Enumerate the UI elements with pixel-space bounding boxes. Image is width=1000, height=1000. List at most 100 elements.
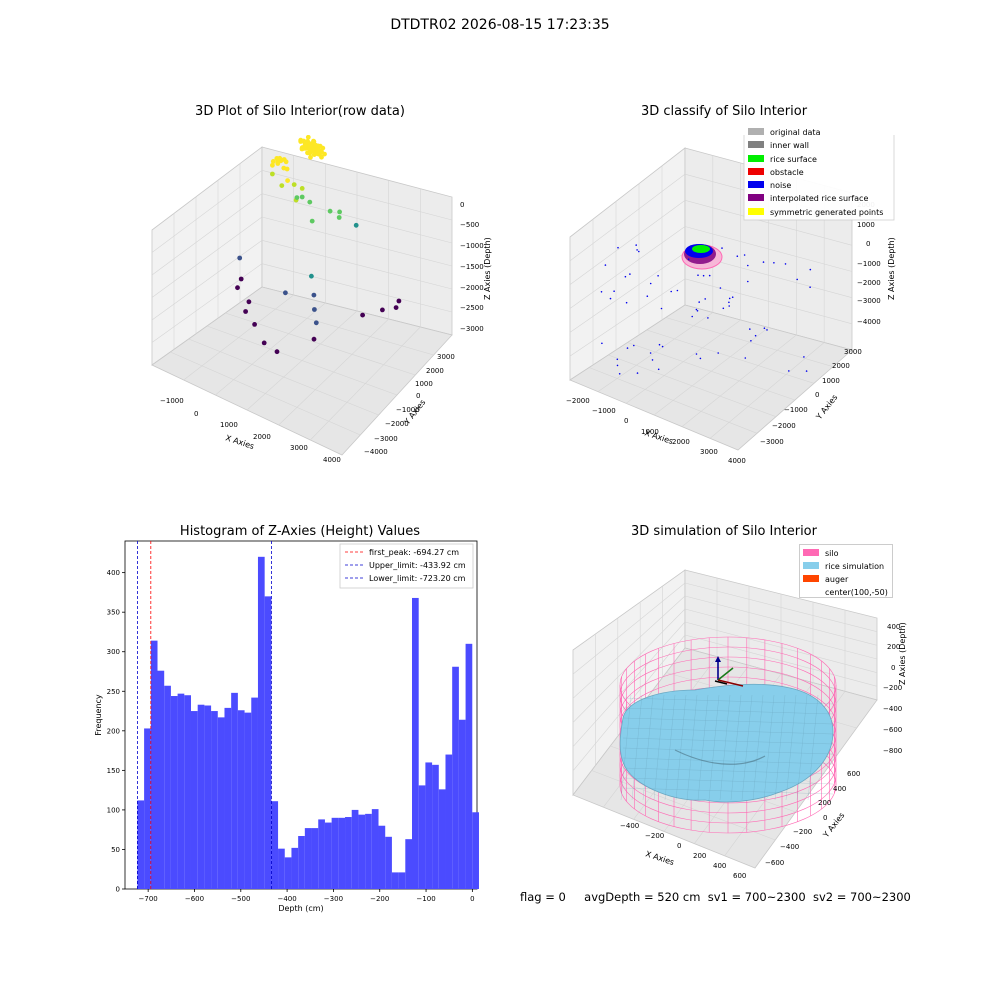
noise-point bbox=[736, 255, 739, 257]
histogram-bar bbox=[385, 836, 392, 889]
histogram-bar bbox=[445, 754, 453, 889]
x-tick-label: −300 bbox=[324, 895, 343, 903]
histogram-bar bbox=[291, 847, 299, 889]
noise-point bbox=[707, 317, 709, 319]
noise-point bbox=[624, 275, 627, 278]
mesh-line bbox=[622, 777, 834, 785]
noise-point bbox=[809, 268, 812, 271]
avg-depth-value: avgDepth = 520 cm bbox=[584, 890, 701, 904]
legend-label: center(100,-50) bbox=[825, 588, 888, 597]
noise-point bbox=[766, 329, 768, 331]
grid-lines bbox=[151, 155, 453, 441]
histogram-bar bbox=[458, 719, 466, 889]
histogram-bar bbox=[224, 707, 232, 889]
data-point bbox=[294, 195, 300, 200]
mesh-line bbox=[622, 697, 834, 705]
data-point bbox=[283, 290, 288, 296]
x-axis-label: X Axies bbox=[224, 433, 255, 451]
y-tick: 1000 bbox=[415, 380, 433, 388]
noise-point bbox=[676, 289, 679, 292]
x-tick-label: −600 bbox=[185, 895, 204, 903]
noise-point bbox=[788, 370, 790, 372]
histogram-bar bbox=[197, 704, 205, 889]
noise-point bbox=[695, 308, 698, 311]
data-point bbox=[235, 285, 240, 291]
y-tick: −3000 bbox=[374, 435, 398, 443]
x-tick: 0 bbox=[624, 417, 628, 425]
noise-point bbox=[695, 353, 698, 355]
histogram-bar bbox=[438, 789, 446, 889]
x-tick: 0 bbox=[194, 410, 198, 418]
mesh-line bbox=[719, 694, 731, 801]
noise-point bbox=[609, 297, 612, 300]
data-point bbox=[319, 154, 324, 160]
panel2-title: 3D classify of Silo Interior bbox=[640, 104, 808, 119]
noise-point bbox=[805, 370, 808, 372]
data-point bbox=[307, 143, 313, 149]
histogram-bars bbox=[137, 556, 479, 889]
z-tick: −500 bbox=[460, 221, 479, 229]
noise-point bbox=[796, 278, 798, 281]
data-point bbox=[315, 147, 320, 153]
z-tick: −3000 bbox=[460, 325, 484, 333]
histogram-bar bbox=[371, 809, 379, 889]
histogram-legend bbox=[339, 543, 474, 589]
data-point bbox=[284, 166, 290, 172]
x-tick: −200 bbox=[645, 832, 664, 840]
data-point bbox=[299, 194, 305, 200]
y-tick: −600 bbox=[765, 859, 784, 867]
histogram-bar bbox=[278, 848, 285, 889]
histogram-bar bbox=[284, 857, 292, 889]
z-axis-label: Z Axies (Depth) bbox=[898, 622, 907, 685]
data-point bbox=[313, 142, 318, 148]
y-tick: 200 bbox=[818, 799, 831, 807]
noise-point bbox=[744, 357, 747, 359]
histogram-bar bbox=[365, 813, 372, 889]
legend-label: inner wall bbox=[770, 141, 810, 151]
histogram-bar bbox=[204, 705, 212, 889]
noise-point bbox=[636, 372, 639, 374]
mesh-line bbox=[622, 717, 834, 725]
legend-label: symmetric generated points bbox=[770, 207, 884, 217]
classify-legend-entries: original data inner wall rice surface ob… bbox=[748, 126, 883, 219]
legend-label: original data bbox=[770, 128, 821, 137]
z-tick: −400 bbox=[883, 705, 902, 713]
legend-label: rice simulation bbox=[825, 562, 885, 571]
noise-point bbox=[651, 359, 654, 361]
x-tick: 400 bbox=[713, 862, 726, 870]
y-tick: −4000 bbox=[364, 448, 388, 456]
legend-label: Lower_limit: -723.20 cm bbox=[369, 574, 466, 583]
y-tick: −1000 bbox=[396, 406, 420, 414]
noise-point bbox=[697, 274, 699, 276]
data-point bbox=[308, 154, 313, 160]
data-point bbox=[360, 312, 365, 318]
mesh-line bbox=[763, 694, 775, 801]
x-tick: 1000 bbox=[220, 421, 238, 429]
data-point bbox=[252, 322, 257, 327]
data-point bbox=[246, 299, 252, 305]
y-tick-label: 350 bbox=[107, 609, 120, 617]
y-tick: 600 bbox=[847, 770, 860, 778]
legend-entry: center(100,-50) bbox=[803, 586, 892, 599]
legend-label: obstacle bbox=[770, 167, 804, 177]
sv1-value: sv1 = 700~2300 bbox=[707, 890, 806, 904]
noise-points bbox=[600, 244, 812, 375]
noise-point bbox=[728, 297, 731, 300]
x-tick-label: −400 bbox=[277, 895, 296, 903]
panel4-title: 3D simulation of Silo Interior bbox=[631, 524, 817, 539]
noise-point bbox=[618, 373, 621, 375]
z-tick: 0 bbox=[891, 664, 895, 672]
legend-label: auger bbox=[825, 575, 849, 584]
mesh-line bbox=[807, 694, 819, 801]
histogram-bar bbox=[170, 696, 178, 889]
data-point bbox=[275, 161, 281, 166]
histogram-bar bbox=[391, 872, 399, 889]
data-point bbox=[380, 307, 385, 313]
mesh-line bbox=[622, 737, 834, 745]
legend-label: silo bbox=[825, 549, 839, 558]
data-point bbox=[312, 307, 317, 312]
classify-3d-plot: −2000 −1000 0 1000 2000 3000 4000 X Axie… bbox=[566, 135, 896, 465]
data-point bbox=[301, 138, 306, 144]
x-tick: 1000 bbox=[641, 428, 659, 436]
noise-point bbox=[687, 258, 690, 260]
